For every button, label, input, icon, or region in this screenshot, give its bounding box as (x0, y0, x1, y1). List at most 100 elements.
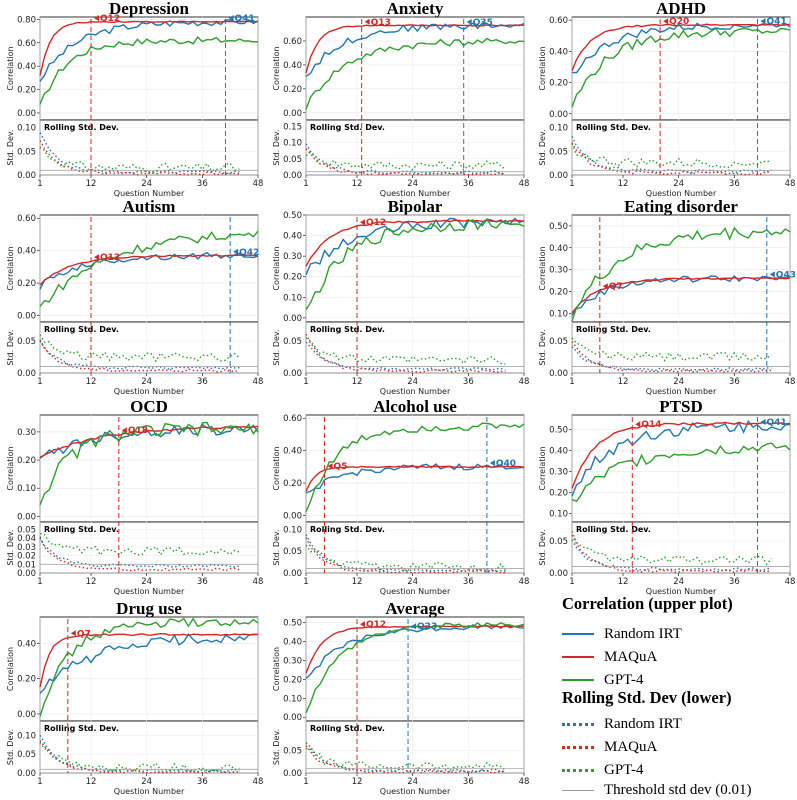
legend-corr-maqua: MAQuA (556, 647, 657, 667)
subplot-title: Anxiety (387, 0, 444, 18)
y-tick-label: 0.20 (283, 675, 302, 685)
y-tick-label: 0.40 (17, 639, 36, 649)
legend-std-title: Rolling Std. Dev (lower) (562, 688, 732, 707)
stop-arrow (769, 271, 775, 278)
x-tick-label: 1 (37, 577, 42, 587)
legend-std-maqua-label: MAQuA (604, 738, 658, 755)
subplot-alcohol-use: Alcohol use 0.00 0.20 0.40 0.60 Correlation St… (272, 397, 529, 596)
y-tick-label: 0.20 (17, 456, 36, 466)
stop-label: Q23 (417, 622, 437, 632)
y-axis-label: Correlation (272, 647, 281, 691)
y-axis-label-std: Std. Dev. (272, 129, 281, 165)
rolling-std-label: Rolling Std. Dev. (44, 525, 119, 534)
std-line-irt (571, 539, 772, 572)
x-axis-label: Question Number (646, 587, 717, 596)
y-tick-label: 0.60 (283, 414, 302, 424)
x-tick-label: 48 (253, 179, 264, 189)
std-line-irt (305, 143, 506, 175)
y-tick-label: 0.60 (549, 16, 568, 26)
series-line-gpt4 (571, 27, 791, 108)
series-line-gpt4 (39, 421, 259, 506)
std-line-gpt4 (39, 532, 240, 557)
y-tick-label: 0.00 (549, 110, 568, 120)
std-line-maqua (39, 740, 240, 774)
std-line-gpt4 (39, 146, 240, 174)
legend-dot-maqua (562, 745, 594, 749)
series-line-maqua (305, 24, 525, 74)
stop-arrow (121, 427, 127, 434)
stop-arrow (760, 18, 766, 25)
series-line-gpt4 (39, 230, 259, 307)
x-tick-label: 1 (303, 179, 308, 189)
upper-axes-frame (39, 214, 259, 323)
y-axis-label: Correlation (6, 446, 15, 490)
series-line-maqua (571, 421, 791, 489)
legend-std-irt-label: Random IRT (604, 715, 682, 732)
x-tick-label: 36 (463, 577, 474, 587)
legend-std-gpt4-label: GPT-4 (604, 761, 644, 778)
x-tick-label: 36 (729, 179, 740, 189)
x-tick-label: 48 (253, 577, 264, 587)
std-y-tick-label: 0.00 (283, 369, 302, 379)
series-line-maqua (39, 254, 259, 286)
x-tick-label: 24 (673, 377, 684, 387)
x-tick-label: 24 (407, 777, 418, 787)
series-line-irt (39, 423, 259, 458)
x-tick-label: 36 (463, 179, 474, 189)
subplot-depression: Depression 0.00 0.20 0.40 0.60 0.80 Correlatio… (6, 0, 263, 198)
std-y-tick-label: 0.10 (17, 124, 36, 134)
x-tick-label: 48 (785, 179, 796, 189)
std-y-tick-label: 0.10 (549, 124, 568, 134)
rolling-std-label: Rolling Std. Dev. (576, 123, 651, 132)
x-tick-label: 1 (303, 577, 308, 587)
legend-line-irt (562, 633, 594, 635)
y-tick-label: 0.30 (17, 428, 36, 438)
lower-axes-frame (305, 119, 525, 176)
stop-label: Q43 (776, 270, 796, 280)
y-tick-label: 0.40 (549, 47, 568, 57)
x-tick-label: 48 (519, 577, 530, 587)
legend-std-gpt4: GPT-4 (556, 760, 643, 780)
x-axis-label: Question Number (380, 387, 451, 396)
legend-line-threshold (562, 789, 594, 791)
x-tick-label: 1 (303, 377, 308, 387)
y-tick-label: 0.20 (17, 279, 36, 289)
y-tick-label: 0.10 (17, 484, 36, 494)
x-tick-label: 1 (569, 577, 574, 587)
series-line-gpt4 (39, 617, 259, 717)
x-tick-label: 1 (303, 777, 308, 787)
y-tick-label: 0.00 (17, 512, 36, 522)
std-y-tick-label: 0.10 (283, 525, 302, 535)
std-y-tick-label: 0.10 (283, 139, 302, 149)
series-line-gpt4 (305, 422, 525, 513)
series-line-maqua (39, 425, 259, 459)
x-tick-label: 48 (785, 577, 796, 587)
y-tick-label: 0.30 (283, 252, 302, 262)
std-y-tick-label: 0.05 (283, 155, 302, 165)
std-line-gpt4 (305, 151, 506, 171)
std-y-tick-label: 0.00 (283, 171, 302, 181)
x-tick-label: 24 (673, 179, 684, 189)
series-line-gpt4 (571, 226, 791, 322)
stop-arrow (411, 623, 417, 630)
x-tick-label: 12 (86, 179, 97, 189)
std-line-irt (39, 537, 240, 568)
series-line-gpt4 (571, 442, 791, 503)
subplot-adhd: ADHD 0.00 0.20 0.40 0.60 Correlation Std. Dev.… (538, 0, 795, 198)
y-tick-label: 0.40 (283, 447, 302, 457)
series-line-gpt4 (305, 37, 525, 110)
stop-label: Q12 (366, 620, 386, 630)
y-tick-label: 0.00 (283, 512, 302, 522)
std-line-gpt4 (305, 337, 506, 365)
stop-label: Q41 (767, 418, 787, 428)
stop-label: Q12 (100, 14, 120, 24)
y-tick-label: 0.20 (283, 479, 302, 489)
rolling-std-label: Rolling Std. Dev. (310, 724, 385, 733)
subplot-title: Autism (123, 197, 176, 216)
x-axis-label: Question Number (646, 387, 717, 396)
series-line-maqua (571, 276, 791, 314)
y-tick-label: 0.40 (283, 61, 302, 71)
x-tick-label: 36 (197, 179, 208, 189)
legend-corr-maqua-label: MAQuA (604, 648, 658, 665)
